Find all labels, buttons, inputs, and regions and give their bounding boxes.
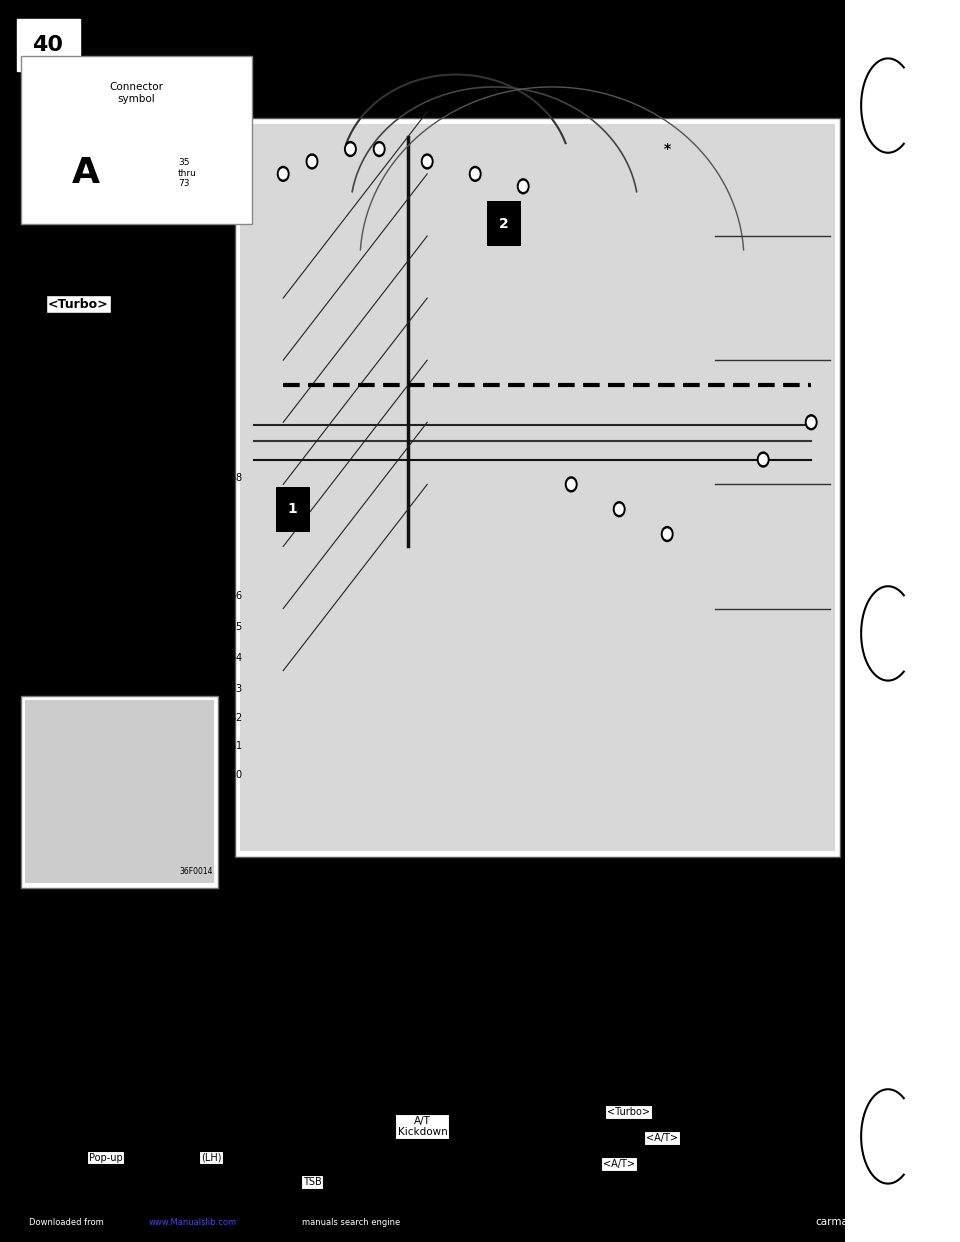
Text: A-56: A-56 (324, 867, 348, 877)
Text: Downloaded from: Downloaded from (29, 1218, 104, 1227)
Text: A-61: A-61 (221, 741, 243, 751)
Circle shape (517, 179, 529, 194)
FancyBboxPatch shape (21, 696, 218, 888)
Text: carmanualsonline.info: carmanualsonline.info (815, 1217, 931, 1227)
Circle shape (663, 529, 671, 539)
Text: A-58: A-58 (382, 867, 405, 877)
Text: *: * (385, 67, 393, 82)
Text: Connector
symbol: Connector symbol (109, 82, 163, 104)
Circle shape (757, 452, 769, 467)
Circle shape (423, 156, 431, 166)
Text: A/T
Kickdown: A/T Kickdown (397, 1115, 447, 1138)
Text: 1: 1 (288, 502, 298, 517)
Text: I: I (574, 1176, 578, 1189)
Text: A-60: A-60 (221, 770, 243, 780)
Circle shape (759, 455, 767, 465)
FancyBboxPatch shape (21, 56, 252, 224)
Circle shape (279, 169, 287, 179)
Circle shape (375, 144, 383, 154)
Circle shape (857, 66, 919, 145)
Text: <Turbo>: <Turbo> (48, 298, 108, 310)
FancyBboxPatch shape (276, 487, 310, 532)
Text: manuals search engine: manuals search engine (302, 1218, 400, 1227)
Circle shape (277, 166, 289, 181)
Circle shape (306, 154, 318, 169)
Circle shape (615, 504, 623, 514)
Text: A-63: A-63 (221, 684, 243, 694)
Text: SRS: SRS (58, 1043, 85, 1056)
Circle shape (567, 479, 575, 489)
Text: www.Manualslib.com: www.Manualslib.com (149, 1218, 237, 1227)
Text: A-55: A-55 (440, 867, 463, 877)
Circle shape (805, 415, 817, 430)
Text: 36F0014: 36F0014 (180, 867, 213, 876)
Text: A-62: A-62 (221, 713, 243, 723)
Circle shape (565, 477, 577, 492)
FancyBboxPatch shape (487, 201, 521, 246)
Circle shape (347, 144, 354, 154)
Text: (LH): (LH) (201, 1153, 222, 1163)
Text: A-64: A-64 (221, 653, 243, 663)
Circle shape (471, 169, 479, 179)
Text: TSB: TSB (302, 1177, 322, 1187)
Text: *: * (500, 42, 508, 57)
FancyBboxPatch shape (25, 700, 214, 883)
Text: Pop-up: Pop-up (88, 1153, 123, 1163)
Text: <A/T>: <A/T> (646, 1133, 679, 1143)
Text: A-57: A-57 (411, 867, 434, 877)
Text: A-68: A-68 (221, 473, 243, 483)
Text: 40: 40 (33, 35, 63, 55)
Text: A-65: A-65 (221, 622, 243, 632)
Text: 35
thru
73: 35 thru 73 (178, 159, 197, 188)
Circle shape (661, 527, 673, 542)
Circle shape (308, 156, 316, 166)
Circle shape (857, 1097, 919, 1176)
Circle shape (469, 166, 481, 181)
FancyBboxPatch shape (235, 118, 840, 857)
Text: *: * (663, 142, 671, 156)
Text: A: A (72, 156, 100, 190)
Circle shape (373, 142, 385, 156)
Circle shape (345, 142, 356, 156)
Circle shape (857, 594, 919, 673)
Text: A-66: A-66 (221, 591, 243, 601)
Circle shape (613, 502, 625, 517)
Text: <A/T>: <A/T> (603, 1159, 636, 1169)
Circle shape (421, 154, 433, 169)
Circle shape (519, 181, 527, 191)
Circle shape (807, 417, 815, 427)
Text: 2: 2 (499, 216, 509, 231)
Text: <Turbo>: <Turbo> (608, 1107, 650, 1117)
FancyBboxPatch shape (845, 0, 960, 1242)
FancyBboxPatch shape (240, 124, 835, 851)
FancyBboxPatch shape (17, 19, 80, 71)
